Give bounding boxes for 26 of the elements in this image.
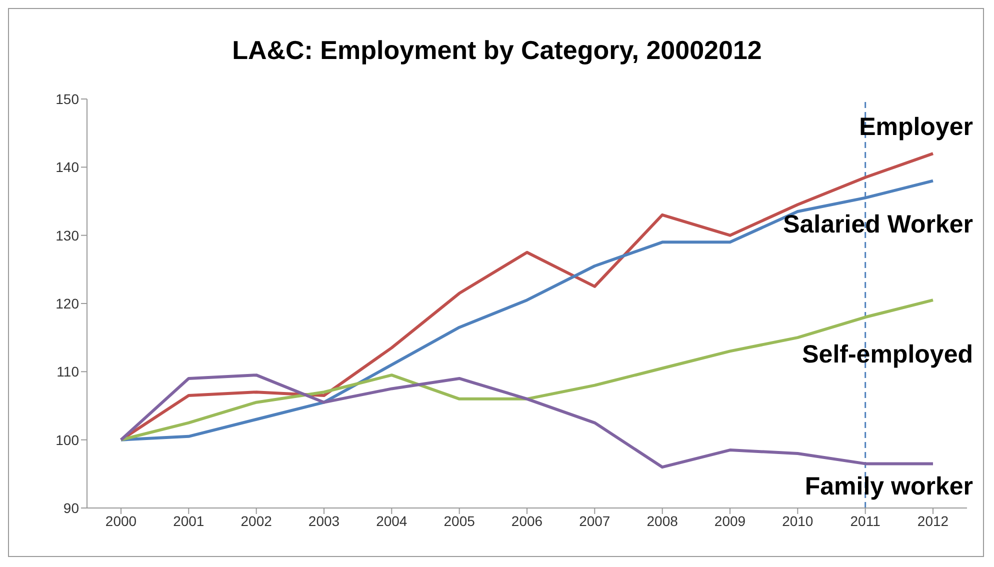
y-tick-label: 150	[56, 90, 80, 107]
series-label: Family worker	[804, 472, 974, 500]
y-tick-label: 130	[56, 227, 80, 244]
x-tick-label: 2006	[511, 512, 543, 529]
x-tick-label: 2005	[444, 512, 476, 529]
x-tick-label: 2002	[240, 512, 272, 529]
x-tick-label: 2009	[714, 512, 746, 529]
chart-title: LA&C: Employment by Category, 20002012	[231, 35, 763, 66]
x-tick-label: 2007	[579, 512, 610, 529]
x-tick-label: 2008	[646, 512, 678, 529]
line-series	[120, 374, 934, 469]
y-tick-label: 90	[63, 500, 80, 516]
x-tick-label: 2010	[782, 512, 814, 529]
y-tick-label: 140	[56, 159, 80, 176]
x-tick-label: 2000	[105, 512, 137, 529]
series-label: Salaried Worker	[783, 210, 974, 238]
x-tick-label: 2001	[173, 512, 204, 529]
x-tick-label: 2011	[850, 512, 881, 529]
series-label: Employer	[859, 113, 974, 142]
y-tick-label: 110	[56, 364, 80, 380]
x-tick-label: 2004	[376, 512, 408, 529]
y-tick-label: 120	[56, 295, 80, 312]
y-tick-label: 100	[56, 432, 80, 448]
x-tick-label: 2012	[917, 512, 949, 529]
series-label: Self-employed	[802, 340, 973, 369]
x-tick-label: 2003	[308, 512, 340, 529]
